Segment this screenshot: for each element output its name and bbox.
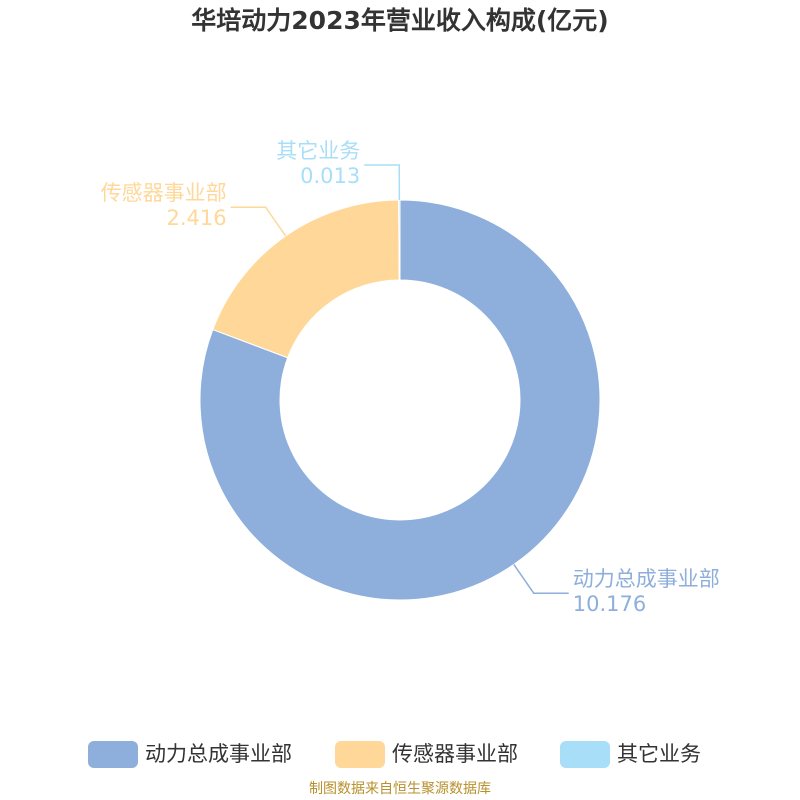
source-note: 制图数据来自恒生聚源数据库 bbox=[309, 781, 491, 797]
data-label-value: 10.176 bbox=[573, 592, 646, 616]
donut-segment bbox=[398, 199, 401, 281]
legend-label: 传感器事业部 bbox=[392, 742, 518, 766]
chart-title: 华培动力2023年营业收入构成(亿元) bbox=[191, 6, 608, 35]
legend-label: 动力总成事业部 bbox=[145, 742, 292, 766]
legend-label: 其它业务 bbox=[617, 742, 701, 766]
data-label-value: 0.013 bbox=[300, 164, 360, 188]
legend-swatch bbox=[335, 741, 385, 768]
leader-line bbox=[230, 206, 287, 237]
data-label-name: 动力总成事业部 bbox=[573, 567, 720, 591]
leader-line bbox=[513, 564, 569, 594]
legend-swatch bbox=[88, 741, 138, 768]
legend-swatch bbox=[560, 741, 610, 768]
data-label-name: 其它业务 bbox=[276, 139, 360, 163]
data-label-name: 传感器事业部 bbox=[101, 181, 227, 205]
data-label-value: 2.416 bbox=[167, 206, 227, 230]
donut-segment bbox=[199, 199, 601, 601]
leader-line bbox=[364, 164, 401, 201]
donut-segment bbox=[212, 199, 400, 359]
